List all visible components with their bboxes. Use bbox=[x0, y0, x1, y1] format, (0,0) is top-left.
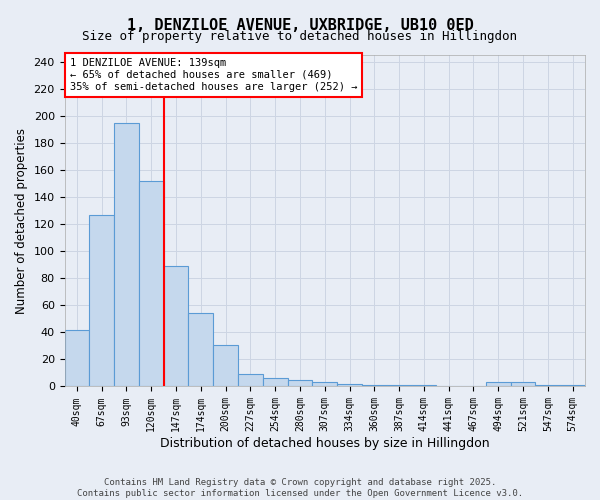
Text: 1, DENZILOE AVENUE, UXBRIDGE, UB10 0ED: 1, DENZILOE AVENUE, UXBRIDGE, UB10 0ED bbox=[127, 18, 473, 32]
Bar bbox=[313, 382, 337, 386]
Text: Contains HM Land Registry data © Crown copyright and database right 2025.
Contai: Contains HM Land Registry data © Crown c… bbox=[77, 478, 523, 498]
Bar bbox=[213, 344, 238, 387]
X-axis label: Distribution of detached houses by size in Hillingdon: Distribution of detached houses by size … bbox=[160, 437, 490, 450]
Bar bbox=[486, 382, 511, 386]
Bar bbox=[65, 330, 89, 386]
Text: 1 DENZILOE AVENUE: 139sqm
← 65% of detached houses are smaller (469)
35% of semi: 1 DENZILOE AVENUE: 139sqm ← 65% of detac… bbox=[70, 58, 357, 92]
Bar bbox=[114, 122, 139, 386]
Bar bbox=[362, 385, 387, 386]
Bar bbox=[287, 380, 313, 386]
Bar bbox=[387, 385, 412, 386]
Bar bbox=[412, 385, 436, 386]
Bar bbox=[139, 181, 164, 386]
Text: Size of property relative to detached houses in Hillingdon: Size of property relative to detached ho… bbox=[83, 30, 517, 43]
Bar bbox=[164, 266, 188, 386]
Bar bbox=[89, 214, 114, 386]
Y-axis label: Number of detached properties: Number of detached properties bbox=[15, 128, 28, 314]
Bar bbox=[238, 374, 263, 386]
Bar bbox=[263, 378, 287, 386]
Bar bbox=[560, 385, 585, 386]
Bar bbox=[337, 384, 362, 386]
Bar bbox=[511, 382, 535, 386]
Bar bbox=[535, 385, 560, 386]
Bar bbox=[188, 314, 213, 386]
